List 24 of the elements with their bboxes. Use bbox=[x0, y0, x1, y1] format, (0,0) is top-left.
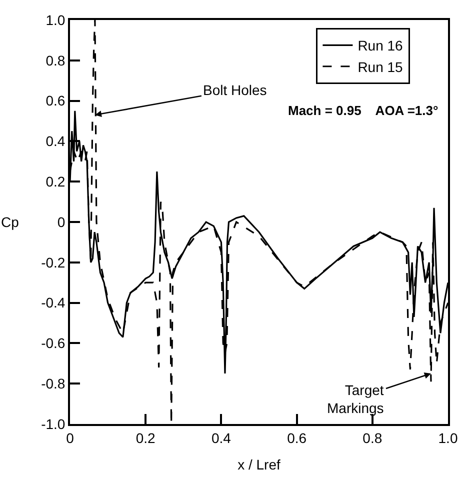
annotation: Mach = 0.95 AOA =1.3° bbox=[288, 103, 438, 118]
y-tick-label: -0.2 bbox=[41, 254, 66, 270]
x-axis-title: x / Lref bbox=[238, 456, 281, 473]
y-tick-label: 1.0 bbox=[46, 12, 66, 28]
y-tick-label: 0 bbox=[57, 214, 66, 230]
y-tick-label: 0.4 bbox=[46, 133, 66, 150]
y-tick-label: -0.6 bbox=[41, 335, 66, 352]
y-tick-label: -1.0 bbox=[41, 416, 66, 432]
x-tick-label: 1.0 bbox=[438, 430, 458, 446]
annotation: Target Markings bbox=[327, 382, 384, 416]
y-tick-label: 0.2 bbox=[46, 174, 66, 190]
x-tick-label: 0.4 bbox=[211, 430, 232, 446]
annotation: Bolt Holes bbox=[203, 82, 267, 98]
legend-label: Run 16 bbox=[358, 38, 404, 54]
y-axis-title: Cp bbox=[1, 214, 20, 230]
y-tick-label: -0.4 bbox=[41, 294, 66, 311]
line-series bbox=[70, 20, 448, 424]
y-tick-label: 0.8 bbox=[46, 52, 66, 68]
y-tick-label: 0.6 bbox=[46, 92, 66, 109]
legend-label: Run 15 bbox=[358, 58, 404, 75]
y-tick-label: -0.8 bbox=[41, 376, 66, 392]
x-tick-label: 0.6 bbox=[287, 430, 307, 446]
x-tick-label: 0.2 bbox=[136, 430, 156, 446]
x-tick-label: 0.8 bbox=[362, 430, 382, 446]
